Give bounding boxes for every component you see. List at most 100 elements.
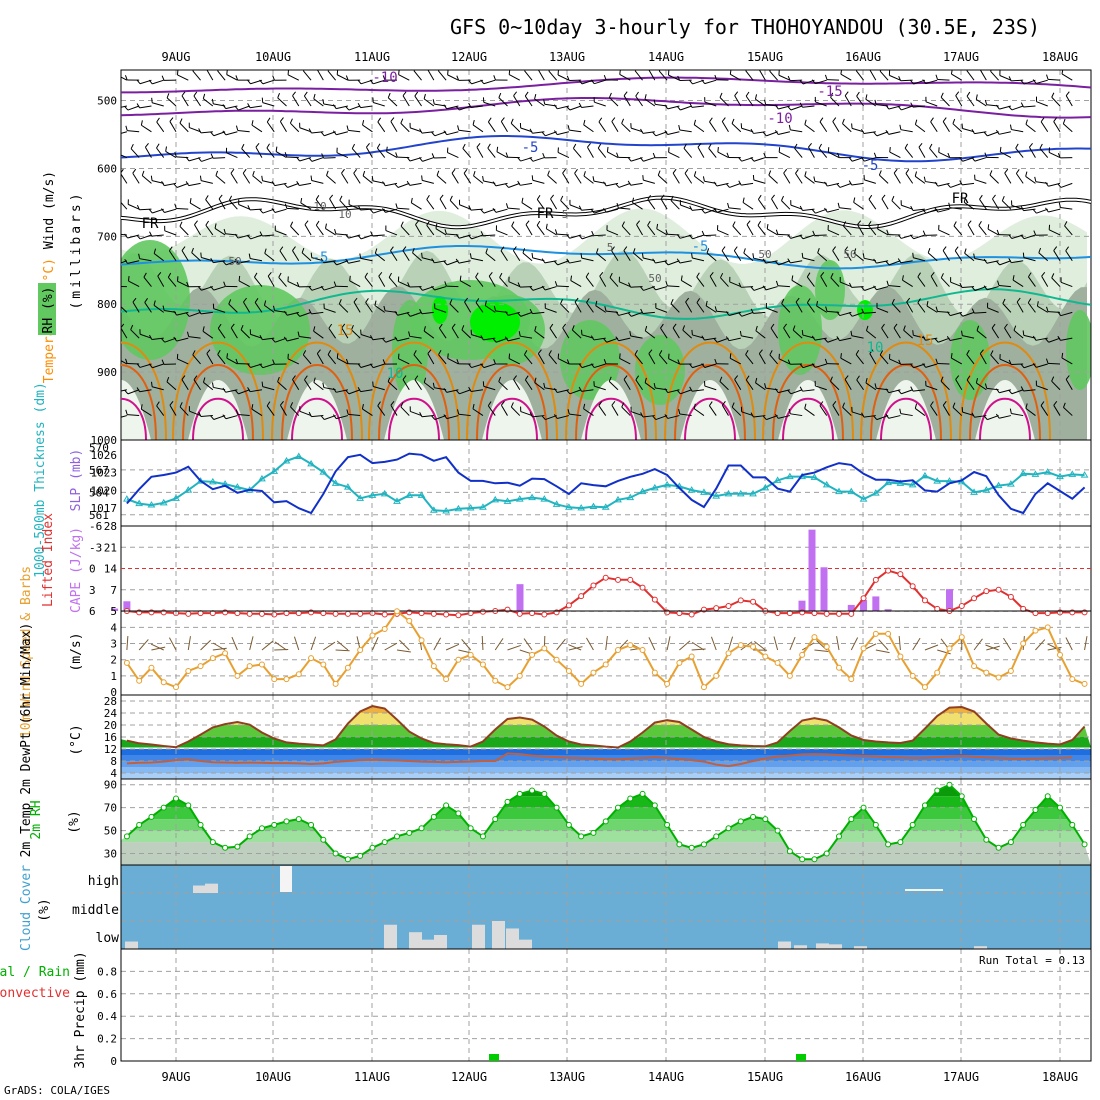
wind-barb-flag	[304, 220, 309, 225]
wind-barb	[951, 357, 963, 365]
wind-barb-flag	[592, 176, 595, 182]
wind-barb-flag	[272, 75, 275, 81]
wind-barb	[434, 307, 447, 313]
lifted-index-point	[246, 610, 253, 617]
wind-barb	[741, 311, 754, 317]
wind-barb	[121, 173, 128, 184]
wind-barb-flag	[769, 350, 773, 356]
wind-barb	[151, 180, 164, 184]
surface-dry-lobe	[121, 380, 151, 440]
wind-barb	[240, 329, 251, 339]
wind-barb	[832, 250, 840, 262]
li-tick: 0	[89, 563, 96, 576]
cape-bar	[884, 609, 892, 611]
wind-barb	[1065, 95, 1073, 107]
wind-barb-flag	[566, 359, 570, 365]
wind-barb	[1004, 327, 1012, 339]
lifted-index-point	[602, 574, 609, 581]
wind-barb	[938, 151, 950, 159]
wind-barb-flag	[315, 195, 320, 200]
wind-barb-flag	[467, 363, 472, 368]
wind-barb	[731, 406, 742, 416]
wind-barb	[893, 327, 901, 339]
wind-barb	[336, 131, 349, 136]
wind-barb-flag	[254, 272, 258, 278]
wind-barb	[642, 311, 655, 314]
wind-barb-flag	[426, 220, 430, 226]
wind-barb	[287, 182, 299, 188]
wind-barb	[851, 411, 864, 417]
wind-barb-flag	[652, 152, 656, 158]
wind-barb-flag	[205, 220, 209, 226]
wind-barb-flag	[971, 308, 975, 314]
wind10m-point	[590, 669, 597, 676]
wind-barb	[644, 382, 656, 391]
wind-barb-flag	[1012, 275, 1015, 281]
wind-barb	[659, 354, 668, 365]
cloud-panel-bg	[121, 865, 1091, 949]
wind-barb-flag	[313, 377, 316, 383]
wind10m-point	[455, 656, 462, 663]
wind-barb	[127, 105, 140, 111]
cloud-low-bar	[519, 939, 532, 949]
dewpoint-line	[126, 752, 1073, 768]
wind-barb-flag	[357, 79, 362, 85]
wind-barb-flag	[973, 253, 976, 259]
pressure-tick: 600	[97, 162, 117, 175]
wind-barb	[569, 413, 582, 417]
wind-barb-flag	[701, 230, 705, 236]
wind-barb-flag	[750, 286, 755, 291]
wind-barb-flag	[438, 350, 442, 355]
rh2m-point	[774, 827, 781, 834]
wind-barb-flag	[891, 298, 895, 304]
wind-barb-flag	[376, 143, 381, 149]
wind-barb	[362, 175, 373, 184]
wind-barb	[213, 131, 226, 137]
wind-barb-flag	[297, 331, 300, 337]
wind-barb-flag	[222, 414, 227, 420]
thickness-point	[970, 488, 978, 495]
wind-barb	[999, 415, 1011, 419]
wind-barb	[729, 281, 741, 288]
wind-barb-flag	[842, 402, 845, 408]
wind-barb-flag	[660, 194, 665, 200]
wind-barb	[286, 337, 299, 342]
wind-barb-flag	[283, 183, 288, 188]
wind-barb	[719, 97, 729, 107]
contour-plus10	[121, 288, 1091, 320]
wind-barb-flag	[500, 246, 505, 251]
wind-barb-flag	[387, 376, 391, 382]
wind-barb	[130, 148, 140, 158]
wind-barb-flag	[456, 359, 460, 365]
rh2m-point	[676, 841, 683, 848]
wind-barb-flag	[746, 220, 751, 225]
wind-barb	[691, 105, 705, 108]
rh2m-point	[823, 850, 830, 857]
wind-barb-flag	[443, 387, 448, 393]
wind-barb-flag	[808, 142, 812, 148]
wind-barb-flag	[689, 205, 693, 211]
wind-barb	[999, 131, 1011, 135]
rh2m-point	[173, 795, 179, 802]
contour-label: FR	[142, 216, 159, 232]
wind-barb	[360, 334, 373, 339]
wind-barb	[942, 121, 950, 133]
wind-barb	[520, 311, 533, 317]
wind-barb	[351, 148, 361, 158]
wind-barb	[169, 404, 177, 416]
wind-barb-flag	[449, 299, 453, 305]
wind-barb-flag	[820, 271, 825, 277]
surface-temp-arch	[575, 364, 647, 440]
wind-barb-flag	[623, 246, 628, 251]
wind-barb-flag	[930, 271, 935, 277]
wind-barb	[213, 415, 226, 420]
wind-barb	[758, 70, 766, 81]
wind-barb-flag	[676, 389, 681, 395]
wind-barb-flag	[259, 231, 263, 237]
rh2m-point	[971, 816, 978, 823]
surface-temp-arch	[466, 341, 558, 440]
wind-barb	[1023, 234, 1036, 240]
wind-barb	[992, 198, 1000, 210]
rh2m-tick: 50	[104, 825, 117, 838]
wind-barb-flag	[125, 358, 128, 364]
